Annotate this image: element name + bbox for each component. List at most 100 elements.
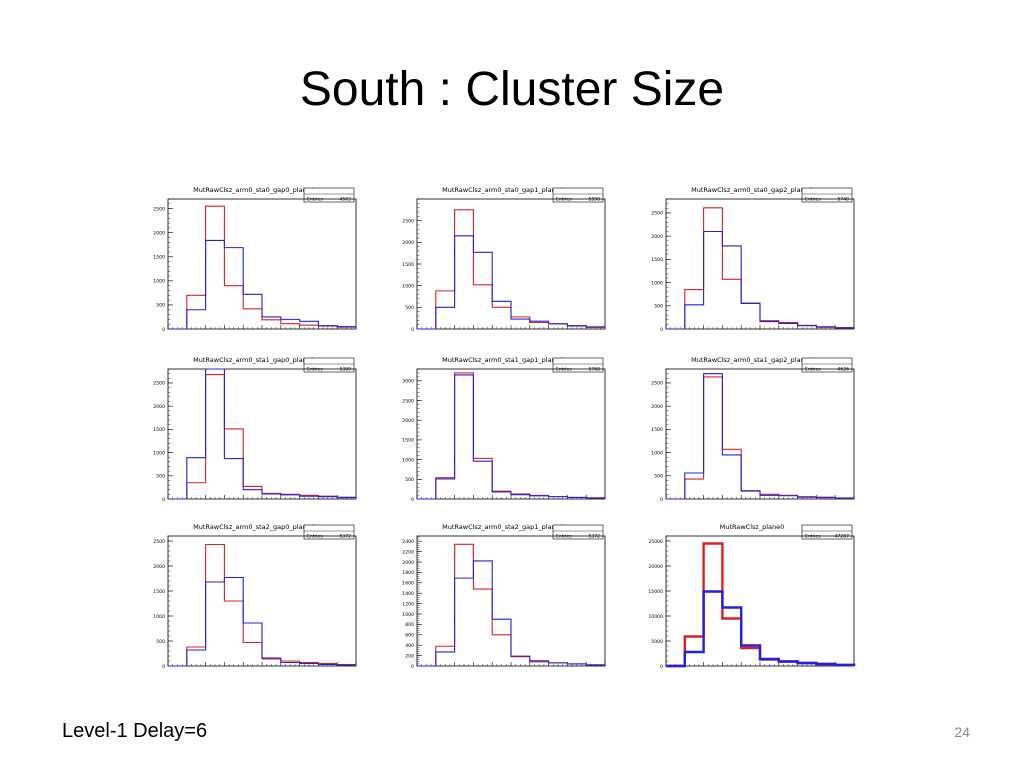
y-tick-label: 2000 — [153, 404, 165, 410]
stats-entries-label: Entries — [805, 197, 821, 203]
page-number: 24 — [954, 724, 970, 740]
stats-entries-value: 5372 — [589, 534, 601, 540]
y-tick-label: 10000 — [648, 614, 663, 620]
stats-entries-label: Entries — [556, 534, 572, 540]
stats-entries-value: 4626 — [838, 367, 850, 373]
y-tick-label: 0 — [411, 497, 414, 503]
y-tick-label: 5000 — [651, 639, 663, 645]
stats-entries-value: 5380 — [340, 367, 352, 373]
stats-box — [552, 187, 604, 203]
y-tick-label: 2500 — [153, 381, 165, 387]
y-tick-label: 2000 — [153, 231, 165, 237]
histogram-series-red — [168, 374, 357, 500]
y-tick-label: 0 — [660, 327, 663, 333]
y-tick-label: 500 — [654, 474, 663, 480]
histogram-panel-6: MutRawClsz_arm0_sta1_gap2_plane0 Entries 4… — [651, 356, 855, 503]
y-tick-label: 1500 — [153, 427, 165, 433]
stats-entries-label: Entries — [556, 367, 572, 373]
stats-box — [552, 357, 604, 373]
histogram-series-blue — [417, 235, 606, 330]
y-tick-label: 1500 — [651, 427, 663, 433]
histogram-title: MutRawClsz_arm0_sta1_gap1_plane0 — [442, 356, 564, 364]
y-tick-label: 2500 — [153, 539, 165, 545]
y-tick-label: 2000 — [402, 240, 414, 246]
y-tick-label: 1200 — [402, 601, 414, 607]
y-tick-label: 1000 — [651, 450, 663, 456]
y-tick-label: 1000 — [153, 279, 165, 285]
histogram-series-red — [666, 376, 855, 500]
histogram-series-blue — [417, 560, 606, 667]
y-tick-label: 500 — [654, 304, 663, 310]
y-tick-label: 1500 — [153, 255, 165, 261]
y-tick-label: 500 — [405, 477, 414, 483]
stats-box — [303, 357, 355, 373]
stats-entries-value: 4503 — [340, 197, 352, 203]
stats-entries-label: Entries — [805, 534, 821, 540]
histogram-title: MutRawClsz_arm0_sta2_gap0_plane0 — [193, 523, 315, 531]
y-tick-label: 2500 — [651, 381, 663, 387]
y-tick-label: 2500 — [651, 211, 663, 217]
histogram-panel-1: MutRawClsz_arm0_sta0_gap0_plane0 Entries 4… — [153, 186, 357, 333]
y-tick-label: 1000 — [153, 614, 165, 620]
stats-box — [801, 524, 853, 540]
y-tick-label: 1000 — [402, 457, 414, 463]
stats-entries-label: Entries — [307, 534, 323, 540]
y-tick-label: 2000 — [402, 560, 414, 566]
histogram-series-blue — [666, 373, 855, 500]
stats-box — [303, 524, 355, 540]
y-tick-label: 200 — [405, 653, 414, 659]
histogram-series-blue — [168, 239, 357, 330]
stats-entries-value: 5748 — [838, 197, 850, 203]
histogram-series-blue — [417, 374, 606, 500]
stats-entries-label: Entries — [307, 197, 323, 203]
histogram-title: MutRawClsz_arm0_sta1_gap0_plane0 — [193, 356, 315, 364]
y-tick-label: 400 — [405, 643, 414, 649]
y-tick-label: 2500 — [402, 398, 414, 404]
slide-title: South : Cluster Size — [299, 63, 725, 116]
stats-box — [801, 187, 853, 203]
histogram-title: MutRawClsz_arm0_sta0_gap1_plane0 — [442, 186, 564, 194]
histogram-panel-8: MutRawClsz_arm0_sta2_gap1_plane0 Entries 5… — [402, 523, 606, 670]
footer-note: Level-1 Delay=6 — [62, 720, 208, 742]
plot-frame — [416, 368, 606, 500]
stats-entries-value: 5372 — [340, 534, 352, 540]
stats-box — [303, 187, 355, 203]
stats-box — [801, 357, 853, 373]
histogram-series-blue — [666, 590, 856, 668]
plot-frame — [167, 368, 357, 500]
y-tick-label: 1500 — [402, 438, 414, 444]
histogram-panel-4: MutRawClsz_arm0_sta1_gap0_plane0 Entries 5… — [153, 356, 357, 503]
y-tick-label: 1500 — [153, 589, 165, 595]
y-tick-label: 1000 — [402, 612, 414, 618]
y-tick-label: 600 — [405, 633, 414, 639]
stats-entries-value: 5768 — [589, 367, 601, 373]
y-tick-label: 1800 — [402, 570, 414, 576]
y-tick-label: 0 — [162, 664, 165, 670]
y-tick-label: 0 — [162, 497, 165, 503]
y-tick-label: 2500 — [402, 218, 414, 224]
y-tick-label: 15000 — [648, 589, 663, 595]
y-tick-label: 500 — [156, 474, 165, 480]
y-tick-label: 0 — [162, 327, 165, 333]
y-tick-label: 1000 — [651, 280, 663, 286]
histogram-panel-2: MutRawClsz_arm0_sta0_gap1_plane0 Entries 5… — [402, 186, 606, 333]
histogram-title: MutRawClsz_arm0_sta1_gap2_plane0 — [691, 356, 813, 364]
histogram-title: MutRawClsz_arm0_sta0_gap0_plane0 — [193, 186, 315, 194]
histogram-title: MutRawClsz_plane0 — [720, 523, 785, 531]
stats-box — [552, 524, 604, 540]
y-tick-label: 0 — [411, 664, 414, 670]
y-tick-label: 800 — [405, 622, 414, 628]
y-tick-label: 0 — [660, 497, 663, 503]
y-tick-label: 1500 — [402, 262, 414, 268]
y-tick-label: 0 — [660, 664, 663, 670]
y-tick-label: 2500 — [153, 206, 165, 212]
histogram-series-blue — [666, 230, 855, 330]
histogram-title: MutRawClsz_arm0_sta0_gap2_plane0 — [691, 186, 813, 194]
histogram-series-red — [417, 372, 606, 500]
y-tick-label: 3000 — [402, 379, 414, 385]
y-tick-label: 2000 — [651, 234, 663, 240]
histogram-panel-7: MutRawClsz_arm0_sta2_gap0_plane0 Entries 5… — [153, 523, 357, 670]
histogram-series-blue — [168, 368, 357, 500]
y-tick-label: 0 — [411, 327, 414, 333]
histogram-series-blue — [168, 576, 357, 667]
